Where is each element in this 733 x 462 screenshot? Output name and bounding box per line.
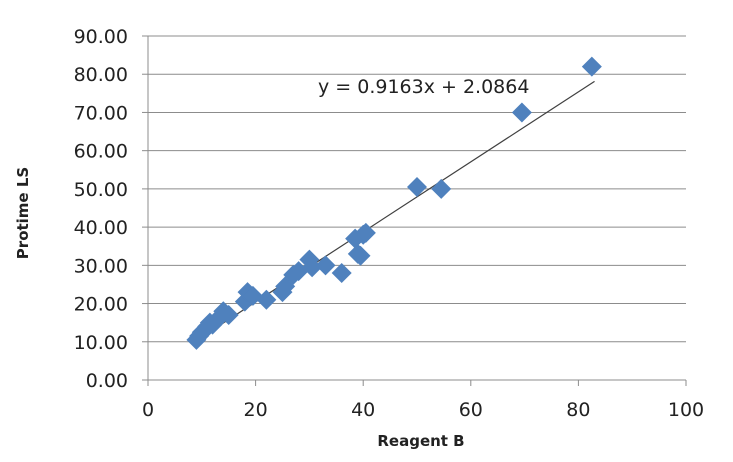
y-tick-label: 80.00 <box>74 64 128 86</box>
x-tick-label: 20 <box>244 399 268 421</box>
data-point <box>315 255 336 276</box>
y-tick-label: 40.00 <box>74 217 128 239</box>
data-points <box>186 56 602 350</box>
y-axis-title: Protime LS <box>14 167 32 259</box>
y-tick-label: 0.00 <box>86 370 128 392</box>
y-tick-label: 90.00 <box>74 26 128 48</box>
data-point <box>302 257 323 278</box>
y-tick-label: 10.00 <box>74 332 128 354</box>
x-tick-label: 60 <box>459 399 483 421</box>
x-tick-label: 100 <box>668 399 704 421</box>
data-point <box>355 222 376 243</box>
data-point <box>218 305 239 326</box>
x-tick-label: 40 <box>351 399 375 421</box>
trendline-equation: y = 0.9163x + 2.0864 <box>318 76 529 98</box>
data-point <box>350 245 371 266</box>
y-tick-label: 70.00 <box>74 102 128 124</box>
y-tick-label: 60.00 <box>74 141 128 163</box>
data-point <box>581 56 602 77</box>
tick-labels: 0.00 10.00 20.00 30.00 40.00 50.00 60.00 70.00 8… <box>74 26 705 421</box>
data-point <box>511 102 532 123</box>
x-tick-label: 0 <box>142 399 154 421</box>
data-point <box>256 289 277 310</box>
x-tick-label: 80 <box>566 399 590 421</box>
y-tick-label: 30.00 <box>74 255 128 277</box>
x-axis-title: Reagent B <box>377 432 464 450</box>
y-tick-label: 20.00 <box>74 294 128 316</box>
data-point <box>331 262 352 283</box>
data-point <box>431 178 452 199</box>
y-tick-label: 50.00 <box>74 179 128 201</box>
data-point <box>407 176 427 197</box>
axes <box>142 35 687 386</box>
